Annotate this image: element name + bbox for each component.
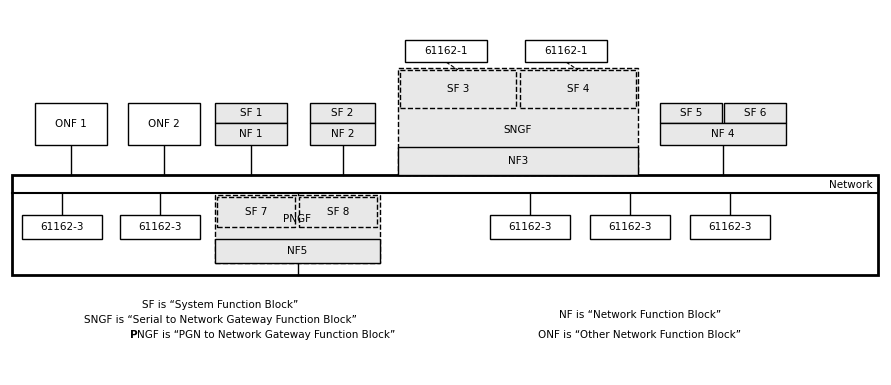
Text: 61162-3: 61162-3	[508, 222, 552, 232]
Bar	[724, 103, 786, 123]
Bar	[490, 215, 570, 239]
Bar	[217, 197, 295, 227]
Text: P: P	[130, 330, 137, 340]
Bar	[215, 239, 380, 263]
Bar	[310, 103, 375, 123]
Text: PNGF: PNGF	[283, 214, 312, 224]
Text: 61162-3: 61162-3	[40, 222, 84, 232]
Text: 61162-3: 61162-3	[708, 222, 752, 232]
Text: SNGF: SNGF	[503, 125, 532, 135]
Text: SF 2: SF 2	[331, 108, 354, 118]
Text: ONF 1: ONF 1	[55, 119, 87, 129]
Text: SF 5: SF 5	[680, 108, 702, 118]
Bar	[215, 123, 287, 145]
Bar	[520, 70, 636, 108]
Text: SF 6: SF 6	[744, 108, 766, 118]
Bar	[525, 40, 607, 62]
Text: 61162-3: 61162-3	[609, 222, 651, 232]
Bar	[215, 103, 287, 123]
Text: 61162-1: 61162-1	[424, 46, 468, 56]
Bar	[590, 215, 670, 239]
Bar	[120, 215, 200, 239]
Text: 61162-3: 61162-3	[138, 222, 182, 232]
Bar	[690, 215, 770, 239]
Bar	[398, 68, 638, 175]
Text: SF 1: SF 1	[240, 108, 262, 118]
Text: NF 1: NF 1	[240, 129, 263, 139]
Text: SF is “System Function Block”: SF is “System Function Block”	[142, 300, 298, 310]
Bar	[12, 175, 878, 275]
Text: SNGF is “Serial to Network Gateway Function Block”: SNGF is “Serial to Network Gateway Funct…	[84, 315, 356, 325]
Text: NF5: NF5	[288, 246, 307, 256]
Bar	[35, 103, 107, 145]
Bar	[400, 70, 516, 108]
Bar	[22, 215, 102, 239]
Text: ONF is “Other Network Function Block”: ONF is “Other Network Function Block”	[538, 330, 741, 340]
Text: SF 4: SF 4	[567, 84, 589, 94]
Bar	[310, 123, 375, 145]
Text: ONF 2: ONF 2	[148, 119, 180, 129]
Text: NF3: NF3	[508, 156, 528, 166]
Text: SF 8: SF 8	[327, 207, 349, 217]
Text: NF is “Network Function Block”: NF is “Network Function Block”	[559, 310, 721, 320]
Bar	[660, 123, 786, 145]
Text: NF 2: NF 2	[331, 129, 355, 139]
Bar	[660, 103, 722, 123]
Bar	[215, 195, 380, 263]
Bar	[299, 197, 377, 227]
Text: SF 7: SF 7	[245, 207, 267, 217]
Text: NF 4: NF 4	[711, 129, 735, 139]
Text: SF 3: SF 3	[446, 84, 470, 94]
Bar	[405, 40, 487, 62]
Bar	[398, 147, 638, 175]
Text: 61162-1: 61162-1	[544, 46, 588, 56]
Text: NGF is “PGN to Network Gateway Function Block”: NGF is “PGN to Network Gateway Function …	[137, 330, 396, 340]
Text: Network: Network	[830, 180, 873, 190]
Bar	[128, 103, 200, 145]
